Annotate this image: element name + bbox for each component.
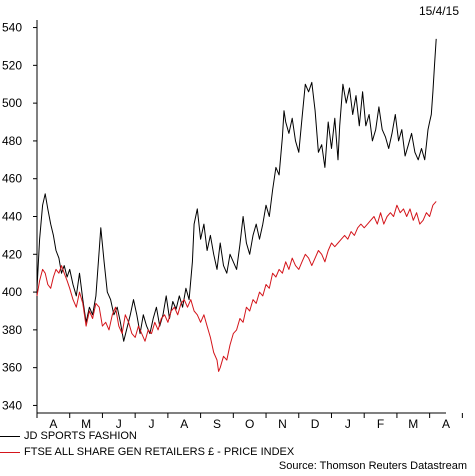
series-line-ftse-retailers [36,201,437,372]
x-tick-label: F [377,417,384,431]
y-tick-label: 420 [2,247,22,261]
legend-item-ftse-retailers: FTSE ALL SHARE GEN RETAILERS £ - PRICE I… [0,446,294,458]
legend-swatch-red [0,451,20,453]
y-tick-label: 460 [2,172,22,186]
x-tick-label: M [81,417,91,431]
x-tick-label: J [149,417,155,431]
y-axis: 340 360 380 400 420 440 460 480 500 520 540 [2,20,38,413]
x-tick-label: S [213,417,221,431]
y-tick-label: 340 [2,398,22,412]
y-tick-label: 500 [2,96,22,110]
x-tick-label: D [311,417,320,431]
x-tick-label: A [49,417,57,431]
series-layer [36,38,437,372]
legend-label-jd-sports: JD SPORTS FASHION [24,430,137,442]
x-tick-label: O [245,417,254,431]
x-tick-label: M [408,417,418,431]
x-tick-label: J [345,417,351,431]
source-note: Source: Thomson Reuters Datastream [278,460,467,472]
legend-item-jd-sports: JD SPORTS FASHION [0,430,137,442]
y-tick-label: 400 [2,285,22,299]
x-tick-label: N [278,417,287,431]
x-tick-label: A [180,417,188,431]
legend-label-ftse-retailers: FTSE ALL SHARE GEN RETAILERS £ - PRICE I… [24,446,295,458]
legend-swatch-black [0,435,20,437]
date-label: 15/4/15 [418,4,459,18]
y-tick-label: 540 [2,21,22,35]
y-tick-label: 480 [2,134,22,148]
x-tick-label: A [442,417,450,431]
series-line-jd-sports [36,38,437,342]
y-tick-label: 440 [2,210,22,224]
y-tick-label: 380 [2,323,22,337]
y-tick-label: 360 [2,361,22,375]
x-tick-label: J [116,417,122,431]
y-tick-label: 520 [2,58,22,72]
